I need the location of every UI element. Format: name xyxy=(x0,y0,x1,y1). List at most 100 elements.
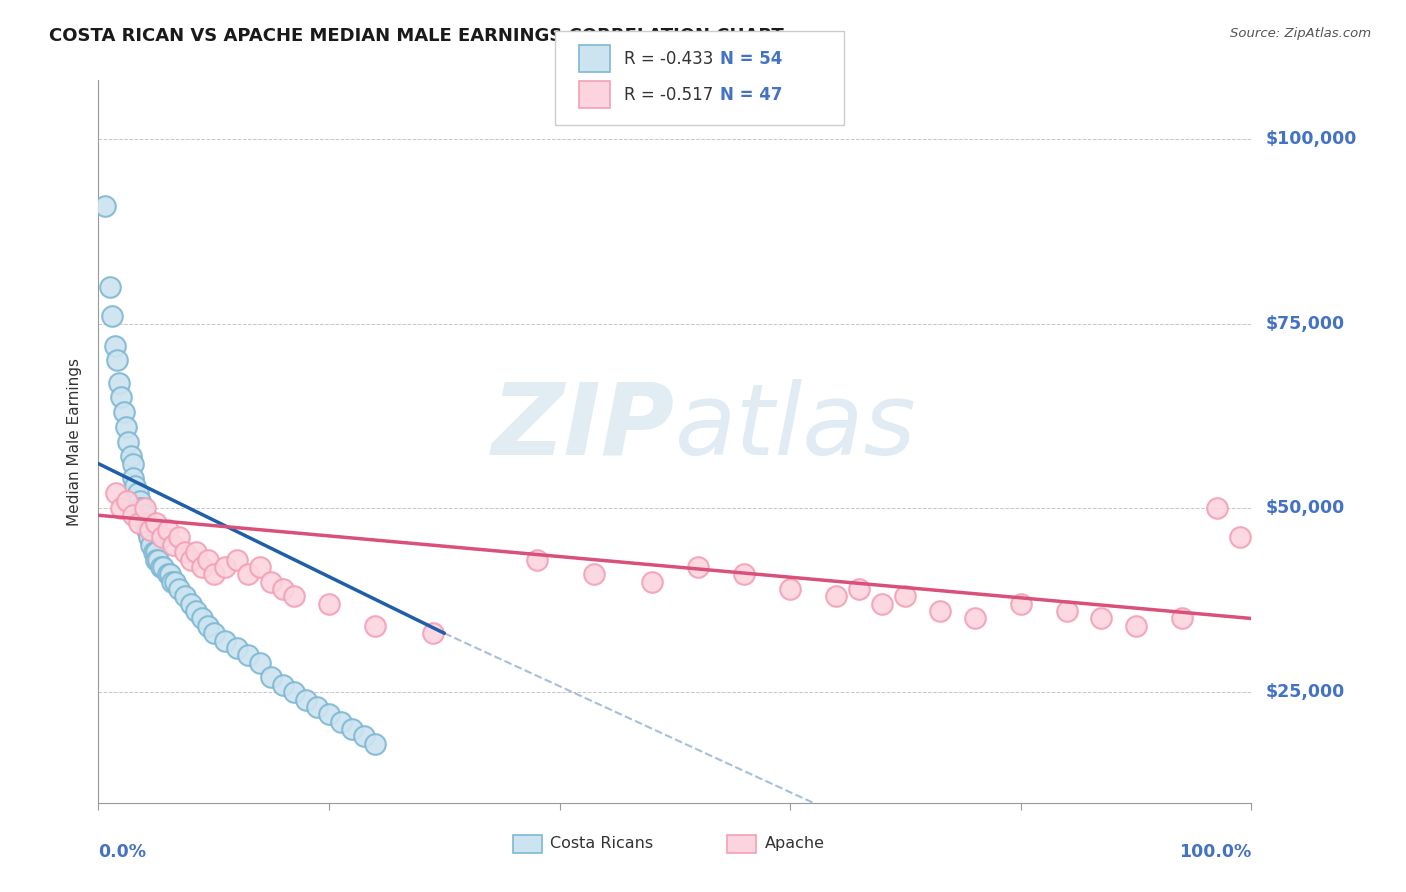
Point xyxy=(186,545,208,559)
Point xyxy=(103,339,125,353)
Point xyxy=(283,590,305,604)
Point xyxy=(152,560,174,574)
Point xyxy=(307,700,329,714)
Text: Apache: Apache xyxy=(765,837,825,852)
Point xyxy=(167,582,190,596)
Point xyxy=(197,619,219,633)
Point xyxy=(124,479,146,493)
Point xyxy=(1171,611,1194,625)
Point xyxy=(145,516,167,530)
Point xyxy=(180,597,202,611)
Point xyxy=(271,582,294,596)
Point xyxy=(156,523,179,537)
Point xyxy=(225,640,247,655)
Point xyxy=(131,500,153,515)
Point xyxy=(1205,500,1227,515)
Point xyxy=(353,730,375,744)
Point xyxy=(894,590,917,604)
Point xyxy=(135,523,157,537)
Point xyxy=(963,611,986,625)
Text: 100.0%: 100.0% xyxy=(1180,843,1251,861)
Text: Source: ZipAtlas.com: Source: ZipAtlas.com xyxy=(1230,27,1371,40)
Point xyxy=(202,567,225,582)
Point xyxy=(249,560,271,574)
Point xyxy=(364,619,387,633)
Point xyxy=(779,582,801,596)
Point xyxy=(202,626,225,640)
Point xyxy=(122,457,145,471)
Point xyxy=(364,737,387,751)
Text: $25,000: $25,000 xyxy=(1265,683,1344,701)
Point xyxy=(112,405,135,419)
Bar xyxy=(727,835,755,854)
Point xyxy=(120,450,142,464)
Point xyxy=(110,500,132,515)
Point xyxy=(156,567,179,582)
Point xyxy=(108,376,131,390)
Text: R = -0.517: R = -0.517 xyxy=(624,86,713,103)
Point xyxy=(214,633,236,648)
Point xyxy=(98,279,121,293)
Text: 0.0%: 0.0% xyxy=(98,843,146,861)
Point xyxy=(94,199,117,213)
Point xyxy=(197,552,219,566)
Point xyxy=(117,434,139,449)
Point xyxy=(283,685,305,699)
Point xyxy=(329,714,352,729)
Point xyxy=(117,493,139,508)
Point xyxy=(238,648,260,663)
Point xyxy=(138,530,160,544)
Point xyxy=(129,500,152,515)
Y-axis label: Median Male Earnings: Median Male Earnings xyxy=(67,358,83,525)
Point xyxy=(122,508,145,523)
Point xyxy=(1090,611,1112,625)
Point xyxy=(340,722,363,736)
Point xyxy=(271,678,294,692)
Text: N = 54: N = 54 xyxy=(720,50,782,68)
Point xyxy=(318,597,340,611)
Point xyxy=(191,560,214,574)
Point xyxy=(128,516,150,530)
Point xyxy=(641,574,664,589)
Point xyxy=(163,574,186,589)
Text: $75,000: $75,000 xyxy=(1265,315,1344,333)
Point xyxy=(186,604,208,618)
Point xyxy=(733,567,755,582)
Point xyxy=(160,574,183,589)
Text: COSTA RICAN VS APACHE MEDIAN MALE EARNINGS CORRELATION CHART: COSTA RICAN VS APACHE MEDIAN MALE EARNIN… xyxy=(49,27,785,45)
Point xyxy=(174,590,197,604)
Point xyxy=(129,493,152,508)
Point xyxy=(105,353,128,368)
Point xyxy=(526,552,548,566)
Point xyxy=(101,309,124,323)
Point xyxy=(115,419,138,434)
Point xyxy=(1010,597,1032,611)
Point xyxy=(686,560,709,574)
Text: R = -0.433: R = -0.433 xyxy=(624,50,714,68)
Point xyxy=(260,574,283,589)
Point xyxy=(162,538,184,552)
Point xyxy=(141,538,163,552)
Text: Costa Ricans: Costa Ricans xyxy=(550,837,654,852)
Point xyxy=(134,500,156,515)
Point xyxy=(848,582,870,596)
Point xyxy=(148,552,170,566)
Bar xyxy=(513,835,543,854)
Point xyxy=(1056,604,1078,618)
Point xyxy=(127,486,149,500)
Point xyxy=(180,552,202,566)
Point xyxy=(191,611,214,625)
Point xyxy=(872,597,894,611)
Text: ZIP: ZIP xyxy=(492,378,675,475)
Point xyxy=(825,590,848,604)
Point xyxy=(149,560,172,574)
Point xyxy=(122,471,145,485)
Point xyxy=(583,567,606,582)
Point xyxy=(260,670,283,684)
Point xyxy=(145,552,167,566)
Point xyxy=(1229,530,1251,544)
Point xyxy=(167,530,190,544)
Point xyxy=(139,523,162,537)
Point xyxy=(159,567,181,582)
Point xyxy=(295,692,318,706)
